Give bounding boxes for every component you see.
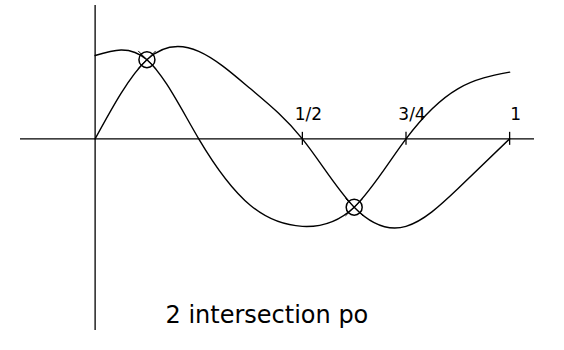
svg-text:1/2: 1/2: [295, 104, 322, 124]
svg-text:2 intersection po: 2 intersection po: [166, 301, 369, 329]
svg-text:3/4: 3/4: [398, 104, 425, 124]
svg-text:1: 1: [510, 104, 521, 124]
